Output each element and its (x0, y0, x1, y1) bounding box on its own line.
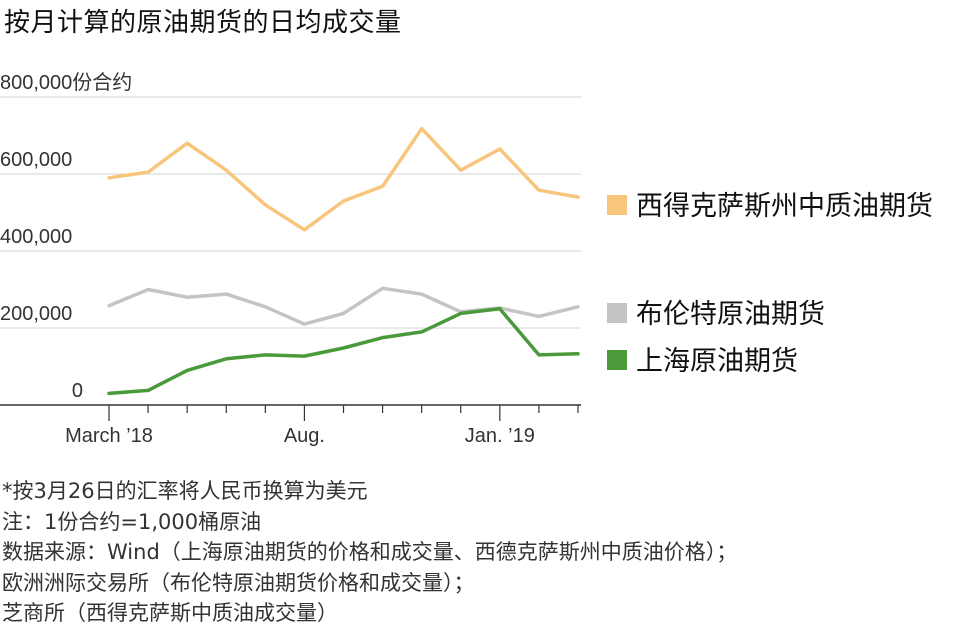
note-source-2: 欧洲洲际交易所（布伦特原油期货价格和成交量）； (2, 570, 475, 595)
legend-swatch (607, 350, 627, 370)
note-source-1: 数据来源：Wind（上海原油期货的价格和成交量、西德克萨斯州中质油价格）； (2, 540, 738, 564)
x-axis: March ’18 Aug. Jan. ’19 (65, 405, 579, 447)
y-tick-label: 600,000 (0, 149, 72, 171)
legend-swatch (607, 195, 627, 215)
y-tick-label: 200,000 (0, 303, 72, 325)
y-axis-tick-labels: 0 200,000 400,000 600,000 800,000份合约 (0, 71, 132, 402)
note-source-3: 芝商所（西得克萨斯中质油成交量） (2, 601, 338, 625)
series-lines (107, 126, 580, 396)
legend-swatch (607, 303, 627, 323)
note-exchange-rate: *按3月26日的汇率将人民币换算为美元 (2, 479, 368, 503)
y-tick-label: 0 (72, 380, 83, 402)
y-tick-label: 400,000 (0, 226, 72, 248)
x-tick-label: Aug. (284, 425, 325, 447)
chart-title: 按月计算的原油期货的日均成交量 (4, 8, 402, 38)
line-chart: 0 200,000 400,000 600,000 800,000份合约 March ’… (0, 71, 933, 447)
x-tick-label: March ’18 (65, 425, 153, 447)
series-line-2 (107, 307, 580, 396)
footnotes: *按3月26日的汇率将人民币换算为美元 注：1份合约=1,000桶原油 数据来源… (2, 476, 737, 629)
legend-label: 西得克萨斯州中质油期货 (636, 191, 933, 222)
grid-lines (0, 96, 581, 406)
series-line-0 (107, 126, 580, 232)
x-tick-label: Jan. ’19 (465, 425, 535, 447)
legend-label: 布伦特原油期货 (636, 299, 825, 330)
y-tick-label: 800,000份合约 (0, 71, 132, 94)
note-contract-size: 注：1份合约=1,000桶原油 (2, 509, 262, 534)
legend-label: 上海原油期货 (636, 346, 798, 377)
